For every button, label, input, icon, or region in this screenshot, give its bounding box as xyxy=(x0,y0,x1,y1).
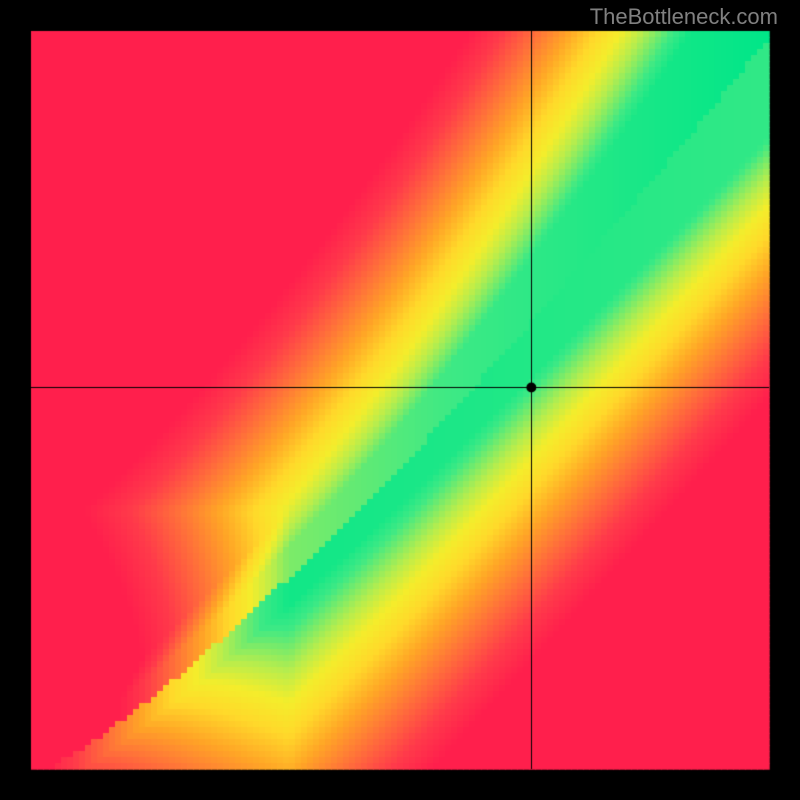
heatmap-canvas xyxy=(0,0,800,800)
watermark-label: TheBottleneck.com xyxy=(590,4,778,30)
chart-stage: TheBottleneck.com xyxy=(0,0,800,800)
